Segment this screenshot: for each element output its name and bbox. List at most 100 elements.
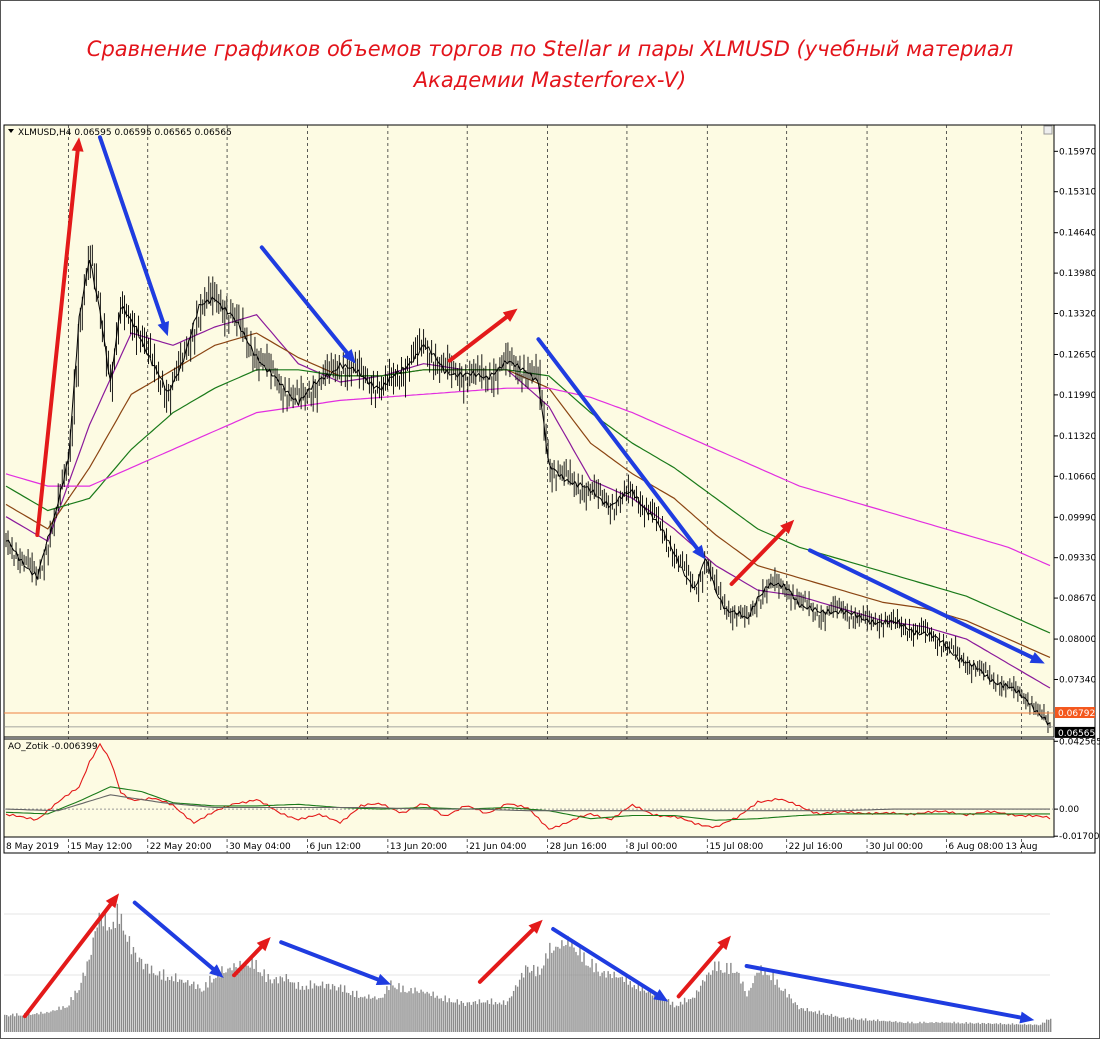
- volume-bar: [162, 969, 165, 1032]
- volume-bar: [40, 1011, 42, 1032]
- y-tick-label: 0.11320: [1059, 432, 1096, 442]
- ma-line-fast: [5, 260, 1051, 726]
- volume-bar: [555, 946, 557, 1032]
- y-tick-label: 0.09330: [1059, 554, 1096, 564]
- volume-bar: [844, 1019, 847, 1032]
- osc-y-tick-label: -0.017002: [1059, 832, 1100, 842]
- volume-bar: [170, 976, 173, 1032]
- volume-bar: [808, 1011, 811, 1032]
- volume-bar: [116, 903, 119, 1032]
- volume-bar: [327, 983, 330, 1032]
- volume-bar: [631, 987, 633, 1032]
- volume-bar: [486, 1000, 489, 1032]
- volume-bar: [329, 989, 332, 1032]
- volume-bar: [921, 1023, 923, 1032]
- volume-bar: [822, 1013, 825, 1032]
- volume-bar: [1013, 1024, 1016, 1032]
- volume-bar: [181, 979, 183, 1032]
- x-tick-label: 15 May 12:00: [70, 842, 132, 852]
- volume-bar: [868, 1020, 871, 1032]
- volume-bar: [309, 980, 312, 1032]
- volume-bar: [671, 1001, 674, 1032]
- volume-bar: [891, 1021, 893, 1032]
- volume-bar: [317, 986, 320, 1032]
- volume-bar: [720, 970, 722, 1032]
- volume-bar: [263, 969, 265, 1032]
- volume-bar: [46, 1011, 48, 1032]
- price-panel: [3, 124, 1055, 738]
- volume-bar: [653, 991, 656, 1032]
- volume-bar: [144, 963, 147, 1032]
- volume-bar: [313, 983, 316, 1032]
- volume-bar: [969, 1022, 971, 1032]
- volume-bar: [462, 1002, 465, 1032]
- volume-bar: [649, 989, 652, 1032]
- volume-bar: [768, 975, 770, 1032]
- volume-bar: [651, 995, 654, 1032]
- volume-bar: [754, 975, 756, 1032]
- volume-bar: [414, 987, 416, 1032]
- volume-bar: [261, 976, 263, 1032]
- volume-bar: [187, 980, 189, 1032]
- volume-bar: [866, 1020, 869, 1032]
- volume-bar: [685, 1002, 688, 1032]
- volume-bar: [179, 979, 181, 1032]
- volume-bar: [506, 1001, 509, 1032]
- volume-bar: [927, 1023, 929, 1032]
- volume-arrow-down-head: [375, 973, 392, 986]
- volume-bar: [158, 971, 161, 1032]
- volume-bar: [273, 979, 275, 1032]
- volume-bar: [955, 1023, 957, 1032]
- volume-bar: [1003, 1023, 1006, 1032]
- volume-bar: [283, 981, 286, 1032]
- osc-line-gray: [5, 794, 1050, 812]
- volume-bar: [510, 996, 513, 1032]
- price-arrow-down-head: [157, 320, 169, 337]
- volume-bar: [382, 997, 384, 1032]
- volume-bar: [394, 987, 396, 1032]
- volume-bar: [92, 937, 94, 1032]
- volume-bar: [392, 985, 394, 1032]
- volume-bar: [647, 991, 650, 1032]
- volume-bar: [374, 996, 376, 1032]
- volume-bar: [247, 965, 249, 1032]
- volume-bar: [160, 979, 163, 1032]
- volume-bar: [633, 985, 636, 1032]
- volume-bar: [335, 990, 338, 1032]
- volume-bar: [323, 988, 326, 1032]
- volume-bar: [527, 966, 529, 1032]
- volume-bar: [575, 951, 577, 1032]
- volume-bar: [603, 971, 605, 1032]
- volume-bar: [804, 1010, 806, 1032]
- volume-bar: [78, 990, 80, 1032]
- volume-bar: [533, 964, 535, 1032]
- volume-bar: [138, 957, 141, 1032]
- volume-bar: [937, 1022, 939, 1032]
- volume-bar: [52, 1010, 54, 1032]
- volume-bar: [132, 947, 135, 1032]
- volume-arrow-up-head: [105, 893, 120, 909]
- volume-bar: [774, 984, 776, 1032]
- volume-bar: [611, 978, 613, 1032]
- volume-arrow-down-shaft: [744, 964, 1023, 1020]
- price-tag-bg: [1055, 707, 1095, 719]
- volume-bar: [852, 1017, 855, 1032]
- volume-arrow-up-shaft: [477, 927, 535, 984]
- volume-bar: [285, 974, 288, 1032]
- volume-bar: [164, 980, 167, 1032]
- volume-bar: [297, 982, 300, 1032]
- x-tick-label: 13 Jun 20:00: [390, 842, 447, 852]
- volume-bar: [1039, 1024, 1042, 1032]
- volume-bar: [333, 985, 336, 1032]
- volume-bar: [687, 999, 690, 1032]
- price-header: XLMUSD,H4 0.06595 0.06595 0.06565 0.0656…: [18, 128, 232, 138]
- volume-bar: [12, 1013, 14, 1032]
- volume-bar: [814, 1011, 817, 1032]
- volume-bar: [836, 1016, 839, 1032]
- volume-bar: [643, 990, 646, 1032]
- volume-bar: [860, 1018, 863, 1032]
- volume-bar: [468, 1002, 471, 1032]
- volume-bar: [1021, 1024, 1024, 1032]
- volume-bar: [211, 982, 213, 1032]
- volume-bar: [80, 982, 82, 1032]
